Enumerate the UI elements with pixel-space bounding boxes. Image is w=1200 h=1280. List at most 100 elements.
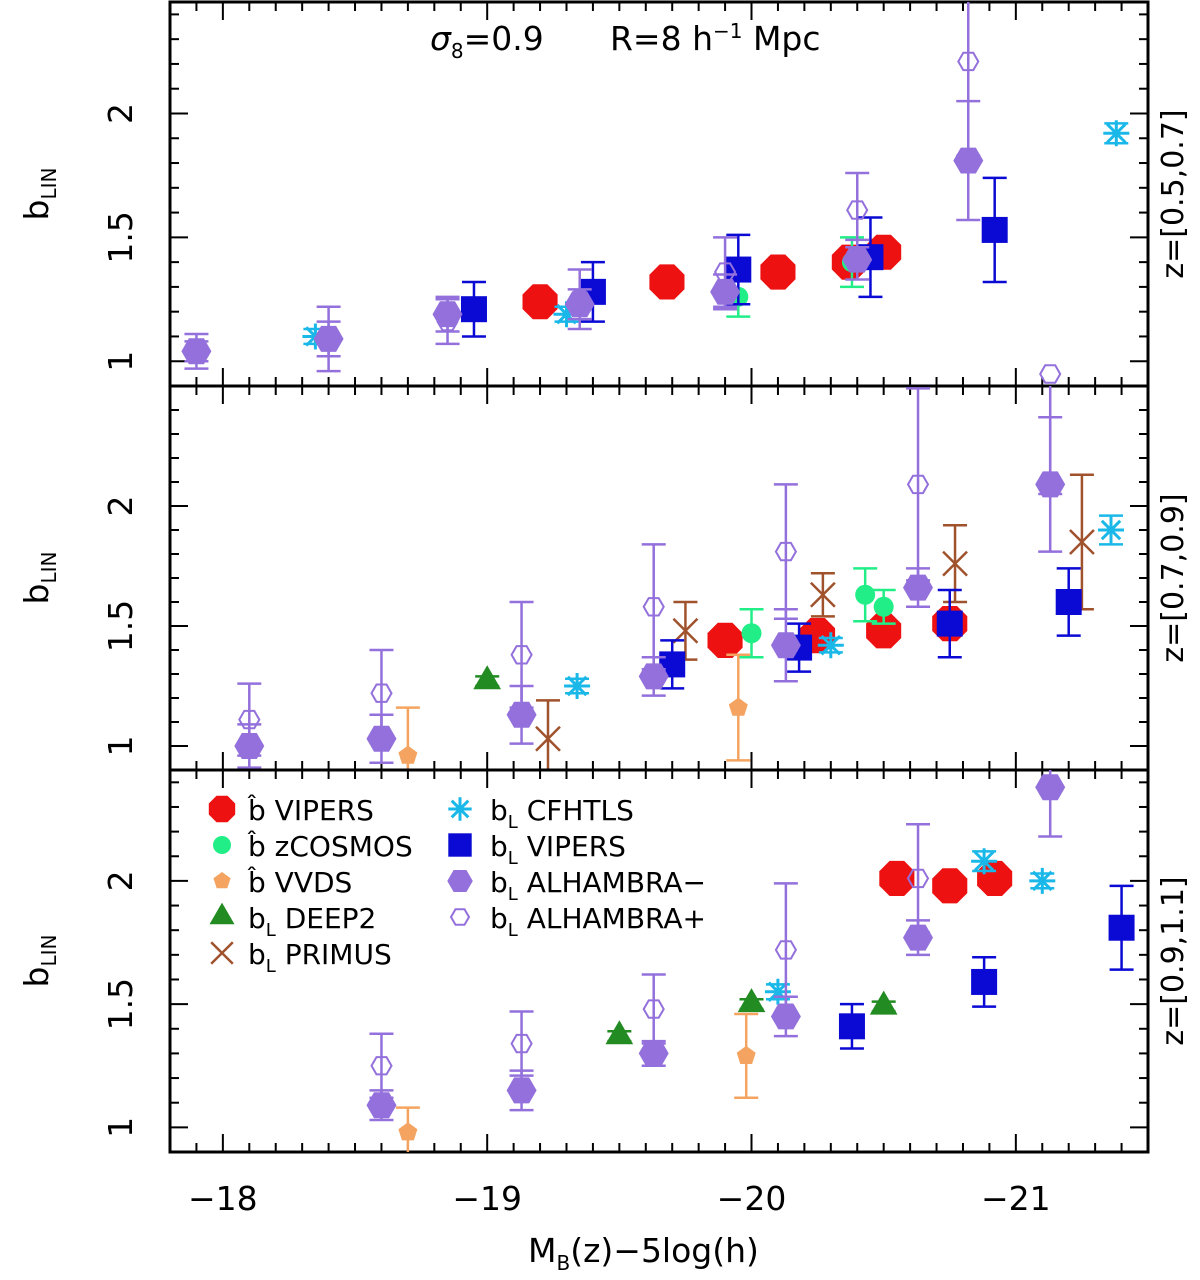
data-point-CFHTLS bbox=[564, 673, 591, 699]
legend-item-zCOSMOS: b̂ zCOSMOS bbox=[213, 830, 413, 863]
data-point-VIPERS_hat bbox=[760, 254, 796, 290]
series-ALH_plus bbox=[369, 822, 931, 1100]
data-point-VVDS bbox=[728, 697, 748, 716]
legend-marker-CFHTLS bbox=[448, 797, 472, 821]
data-point-ALH_minus bbox=[638, 1040, 669, 1067]
data-point-ALH_minus bbox=[770, 632, 801, 659]
data-point-VIPERS_L bbox=[936, 610, 963, 637]
legend-item-VIPERS_hat: b̂ VIPERS bbox=[208, 794, 374, 827]
data-point-ALH_plus bbox=[642, 999, 665, 1019]
y-tick-label: 1 bbox=[101, 736, 140, 757]
data-point-PRIMUS bbox=[942, 550, 968, 577]
series-ALH_minus bbox=[234, 415, 1066, 769]
data-point-ALH_plus bbox=[510, 1033, 533, 1054]
data-point-VIPERS_L bbox=[838, 1013, 865, 1040]
legend-marker-VVDS bbox=[213, 872, 231, 889]
legend-marker-ALH_minus bbox=[447, 870, 473, 892]
data-point-ALH_plus bbox=[568, 289, 591, 309]
legend-marker-DEEP2 bbox=[209, 902, 235, 925]
data-point-zCOSMOS bbox=[741, 623, 762, 644]
data-point-VIPERS_hat bbox=[977, 860, 1013, 896]
legend-item-PRIMUS: bL PRIMUS bbox=[210, 938, 392, 977]
series-zCOSMOS bbox=[739, 567, 896, 659]
data-point-VIPERS_L bbox=[971, 968, 998, 995]
data-point-ALH_plus bbox=[774, 940, 798, 960]
legend-label-zCOSMOS: b̂ zCOSMOS bbox=[247, 830, 413, 863]
series-CFHTLS bbox=[764, 848, 1056, 1005]
data-point-PRIMUS bbox=[672, 617, 699, 644]
data-point-VVDS bbox=[398, 1122, 418, 1141]
data-point-ALH_plus bbox=[317, 329, 340, 349]
legend-label-CFHTLS: bL CFHTLS bbox=[490, 794, 634, 833]
x-tick-label: −20 bbox=[717, 1179, 787, 1218]
data-point-ALH_plus bbox=[774, 541, 798, 562]
series-ALH_minus bbox=[366, 770, 1066, 1122]
series-ALH_plus bbox=[184, 2, 981, 373]
panel-frame bbox=[168, 384, 1150, 772]
data-point-VIPERS_hat bbox=[879, 860, 915, 896]
data-point-VIPERS_L bbox=[1055, 589, 1082, 615]
y-tick-label: 1.5 bbox=[101, 600, 140, 652]
series-DEEP2 bbox=[605, 988, 898, 1045]
data-point-ALH_plus bbox=[510, 645, 533, 665]
data-point-ALH_minus bbox=[506, 1077, 537, 1104]
data-point-VIPERS_L bbox=[981, 216, 1008, 243]
legend-label-VVDS: b̂ VVDS bbox=[247, 866, 353, 899]
series-VVDS bbox=[395, 653, 751, 770]
y-axis-label: bLIN bbox=[17, 935, 61, 988]
data-point-VIPERS_L bbox=[1108, 914, 1135, 941]
series-PRIMUS bbox=[535, 473, 1095, 770]
x-tick-label: −21 bbox=[981, 1179, 1051, 1218]
data-point-ALH_minus bbox=[842, 246, 873, 273]
legend-label-VIPERS_hat: b̂ VIPERS bbox=[247, 794, 374, 827]
x-tick-label: −19 bbox=[452, 1179, 522, 1218]
panel-frame bbox=[168, 768, 1150, 1154]
data-point-VIPERS_hat bbox=[932, 868, 968, 904]
y-tick-label: 1 bbox=[101, 351, 140, 372]
data-point-ALH_minus bbox=[366, 725, 397, 752]
legend-label-PRIMUS: bL PRIMUS bbox=[248, 938, 392, 977]
y-tick-label: 2 bbox=[101, 870, 140, 891]
data-point-DEEP2 bbox=[605, 1020, 634, 1045]
y-tick-label: 2 bbox=[101, 496, 140, 517]
data-point-DEEP2 bbox=[869, 990, 898, 1015]
series-VIPERS_hat bbox=[879, 860, 1013, 904]
data-point-ALH_minus bbox=[903, 924, 933, 951]
data-point-ALH_minus bbox=[953, 147, 984, 174]
legend-item-ALH_plus: bL ALHAMBRA+ bbox=[449, 902, 706, 941]
series-ALH_minus bbox=[181, 99, 984, 365]
data-point-VIPERS_L bbox=[725, 256, 752, 283]
data-point-ALH_plus bbox=[642, 597, 665, 617]
panel-2: 1 1.5 2 bLIN z=[0.7,0.9] bbox=[17, 364, 1191, 772]
data-point-CFHTLS bbox=[1098, 517, 1124, 543]
data-point-ALH_plus bbox=[713, 262, 737, 282]
legend-label-ALH_minus: bL ALHAMBRA− bbox=[490, 866, 706, 905]
data-point-CFHTLS bbox=[764, 978, 791, 1005]
data-point-ALH_plus bbox=[1039, 364, 1062, 384]
y-tick-label: 2 bbox=[101, 103, 140, 124]
series-VVDS bbox=[395, 1012, 759, 1152]
chart-title: σ8=0.9 R=8 h−1 Mpc bbox=[430, 19, 821, 63]
data-point-ALH_plus bbox=[957, 51, 980, 72]
data-point-PRIMUS bbox=[535, 725, 561, 752]
data-point-CFHTLS bbox=[1103, 120, 1130, 147]
data-point-ALH_plus bbox=[906, 868, 930, 889]
series-DEEP2 bbox=[473, 665, 501, 690]
y-axis-label: bLIN bbox=[17, 168, 61, 221]
chart-panels: 1 1.5 2 bLIN z=[0.5,0.7] 1 1.5 2 bLIN z=[0.7,0.9]… bbox=[17, 0, 1191, 1218]
legend-marker-zCOSMOS bbox=[213, 836, 231, 854]
legend-label-VIPERS_L: bL VIPERS bbox=[490, 830, 626, 869]
data-point-VIPERS_hat bbox=[649, 264, 685, 300]
legend-label-DEEP2: bL DEEP2 bbox=[248, 902, 376, 941]
panel-1: 1 1.5 2 bLIN z=[0.5,0.7] bbox=[17, 0, 1191, 388]
data-point-DEEP2 bbox=[473, 665, 501, 690]
series-VIPERS_hat bbox=[522, 234, 902, 320]
legend-marker-PRIMUS bbox=[210, 941, 234, 965]
series-VIPERS_L bbox=[838, 884, 1135, 1050]
data-point-VVDS bbox=[398, 745, 418, 764]
data-point-VVDS bbox=[736, 1045, 756, 1064]
y-tick-label: 1.5 bbox=[101, 978, 140, 1030]
data-point-CFHTLS bbox=[971, 848, 998, 875]
